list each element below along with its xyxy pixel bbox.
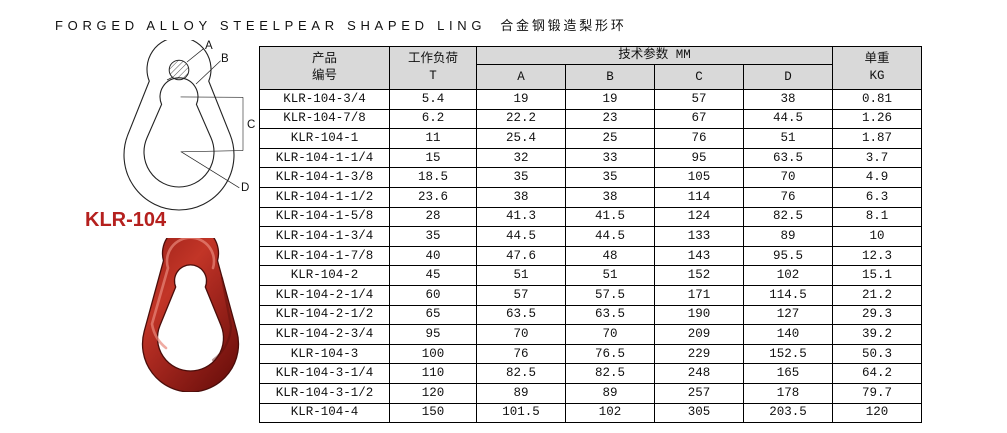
- svg-text:B: B: [221, 53, 229, 65]
- svg-text:C: C: [247, 119, 255, 131]
- svg-text:D: D: [241, 182, 249, 194]
- svg-text:A: A: [205, 40, 213, 52]
